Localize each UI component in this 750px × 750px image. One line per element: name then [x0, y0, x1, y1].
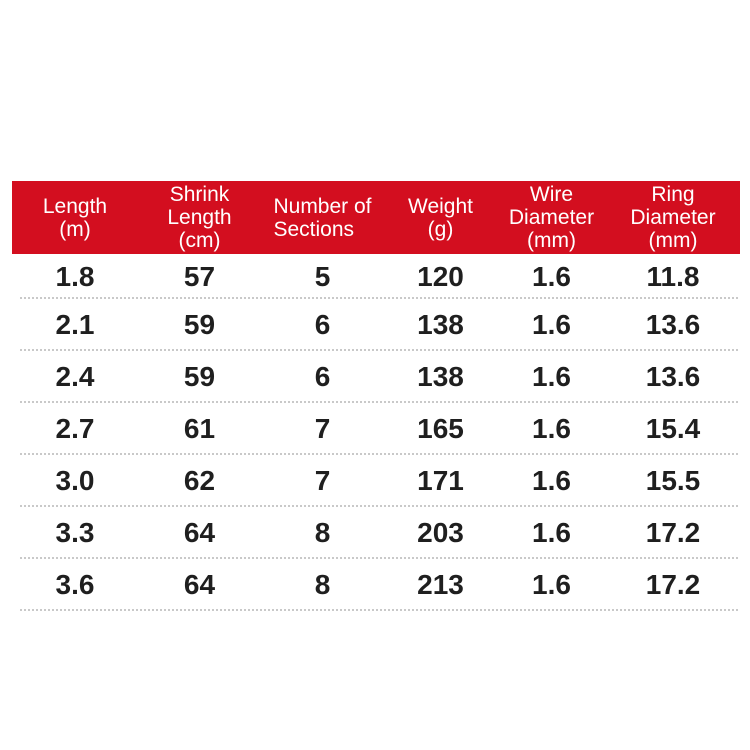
cell-length: 3.6 [55, 569, 95, 600]
header-label-line: Diameter [630, 206, 716, 229]
cell-weight: 165 [417, 413, 464, 444]
header-label-line: Sections [273, 217, 355, 241]
table-row: 2.7 61 7 165 1.6 15.4 [12, 403, 740, 455]
cell-wire-diameter: 1.6 [532, 413, 571, 444]
header-cell-number-of-sections: Number of Sections [261, 195, 384, 241]
cell-wire-diameter: 1.6 [532, 517, 571, 548]
cell-ring-diameter: 15.5 [645, 465, 701, 496]
cell-sections: 7 [314, 465, 331, 496]
cell-wire-diameter: 1.6 [532, 361, 571, 392]
header-label-line: Shrink [169, 183, 230, 206]
cell-shrink-length: 59 [183, 361, 216, 392]
cell-wire-diameter: 1.6 [532, 309, 571, 340]
header-label-line: (cm) [178, 229, 221, 252]
cell-sections: 8 [314, 569, 331, 600]
cell-length: 2.7 [55, 413, 95, 444]
header-label-block: Number of Sections [273, 195, 371, 241]
cell-shrink-length: 59 [183, 309, 216, 340]
spec-table: Length (m) Shrink Length (cm) Number of … [12, 181, 740, 611]
header-label-line: Ring [651, 183, 695, 206]
cell-shrink-length: 61 [183, 413, 216, 444]
table-row: 1.8 57 5 120 1.6 11.8 [12, 254, 740, 299]
cell-ring-diameter: 17.2 [645, 517, 701, 548]
cell-weight: 138 [417, 361, 464, 392]
header-label-line: (m) [59, 217, 91, 241]
header-cell-shrink-length: Shrink Length (cm) [138, 183, 261, 252]
cell-wire-diameter: 1.6 [532, 260, 571, 292]
cell-length: 2.4 [55, 361, 95, 392]
header-cell-wire-diameter: Wire Diameter (mm) [497, 183, 606, 252]
header-label-line: (mm) [527, 229, 576, 252]
cell-wire-diameter: 1.6 [532, 569, 571, 600]
cell-length: 2.1 [55, 309, 95, 340]
cell-sections: 5 [314, 260, 331, 292]
cell-sections: 8 [314, 517, 331, 548]
table-row: 3.3 64 8 203 1.6 17.2 [12, 507, 740, 559]
header-label-line: Wire [529, 183, 574, 206]
table-row: 3.6 64 8 213 1.6 17.2 [12, 559, 740, 611]
cell-weight: 120 [417, 260, 464, 292]
cell-length: 3.3 [55, 517, 95, 548]
cell-shrink-length: 62 [183, 465, 216, 496]
cell-weight: 171 [417, 465, 464, 496]
cell-weight: 213 [417, 569, 464, 600]
header-cell-weight: Weight (g) [384, 195, 497, 241]
cell-ring-diameter: 15.4 [645, 413, 701, 444]
header-cell-ring-diameter: Ring Diameter (mm) [606, 183, 740, 252]
header-label-line: Weight [408, 194, 473, 218]
header-label-line: Length [167, 206, 232, 229]
cell-weight: 203 [417, 517, 464, 548]
cell-sections: 7 [314, 413, 331, 444]
cell-wire-diameter: 1.6 [532, 465, 571, 496]
table-row: 3.0 62 7 171 1.6 15.5 [12, 455, 740, 507]
cell-sections: 6 [314, 361, 331, 392]
cell-ring-diameter: 11.8 [646, 260, 700, 292]
table-header-row: Length (m) Shrink Length (cm) Number of … [12, 181, 740, 254]
header-cell-length: Length (m) [12, 195, 138, 241]
header-label-line: Diameter [508, 206, 595, 229]
cell-length: 3.0 [55, 465, 95, 496]
header-label-line: Length [42, 194, 108, 218]
header-label-line: (g) [427, 217, 454, 241]
cell-ring-diameter: 13.6 [645, 361, 701, 392]
cell-shrink-length: 64 [183, 517, 216, 548]
header-label-line: Number of [273, 194, 372, 218]
cell-length: 1.8 [55, 260, 95, 292]
table-row: 2.4 59 6 138 1.6 13.6 [12, 351, 740, 403]
cell-sections: 6 [314, 309, 331, 340]
table-row: 2.1 59 6 138 1.6 13.6 [12, 299, 740, 351]
cell-ring-diameter: 17.2 [645, 569, 701, 600]
cell-ring-diameter: 13.6 [645, 309, 701, 340]
cell-weight: 138 [417, 309, 464, 340]
cell-shrink-length: 64 [183, 569, 216, 600]
cell-shrink-length: 57 [183, 260, 216, 292]
header-label-line: (mm) [648, 229, 698, 252]
